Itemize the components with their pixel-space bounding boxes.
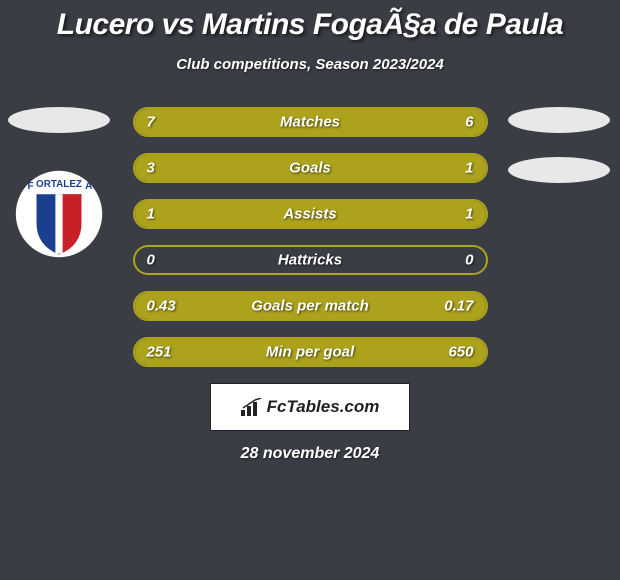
stat-value-right: 0.17 — [444, 298, 473, 315]
stat-row: 0 0 Hattricks — [133, 245, 488, 275]
footer-date: 28 november 2024 — [0, 445, 620, 463]
stat-label: Min per goal — [266, 344, 354, 361]
stat-row: 3 1 Goals — [133, 153, 488, 183]
footer-brand-text: FcTables.com — [267, 397, 380, 417]
player-right-avatar-placeholder-2 — [508, 157, 610, 183]
stat-value-right: 1 — [465, 160, 473, 177]
svg-text:F: F — [28, 181, 34, 192]
stat-label: Assists — [283, 206, 336, 223]
stat-row: 0.43 0.17 Goals per match — [133, 291, 488, 321]
club-badge-fortaleza: ORTALEZ F A — [14, 169, 104, 259]
stat-label: Matches — [280, 114, 340, 131]
stat-value-left: 0 — [147, 252, 155, 269]
stat-rows: 7 6 Matches 3 1 Goals 1 1 Assists 0 0 Hattricks 0.43… — [133, 107, 488, 367]
stat-label: Goals per match — [251, 298, 369, 315]
stat-label: Goals — [289, 160, 331, 177]
stats-area: ORTALEZ F A 7 6 Matches 3 1 Goals 1 1 Assists 0 0 H… — [0, 107, 620, 367]
stat-value-left: 251 — [147, 344, 172, 361]
stat-value-right: 650 — [448, 344, 473, 361]
stat-row: 1 1 Assists — [133, 199, 488, 229]
svg-text:A: A — [85, 181, 92, 192]
subtitle: Club competitions, Season 2023/2024 — [0, 56, 620, 73]
stat-label: Hattricks — [278, 252, 342, 269]
svg-text:ORTALEZ: ORTALEZ — [36, 179, 82, 190]
stat-row: 7 6 Matches — [133, 107, 488, 137]
stat-fill-right — [324, 109, 485, 135]
stat-value-left: 0.43 — [147, 298, 176, 315]
player-right-avatar-placeholder — [508, 107, 610, 133]
page-title: Lucero vs Martins FogaÃ§a de Paula — [0, 0, 620, 42]
stat-value-left: 7 — [147, 114, 155, 131]
stat-value-right: 1 — [465, 206, 473, 223]
player-left-avatar-placeholder — [8, 107, 110, 133]
stat-value-right: 0 — [465, 252, 473, 269]
stat-value-left: 1 — [147, 206, 155, 223]
stat-value-left: 3 — [147, 160, 155, 177]
footer-brand-badge: FcTables.com — [210, 383, 410, 431]
stat-fill-left — [135, 155, 398, 181]
stat-row: 251 650 Min per goal — [133, 337, 488, 367]
chart-icon — [241, 398, 263, 416]
stat-value-right: 6 — [465, 114, 473, 131]
